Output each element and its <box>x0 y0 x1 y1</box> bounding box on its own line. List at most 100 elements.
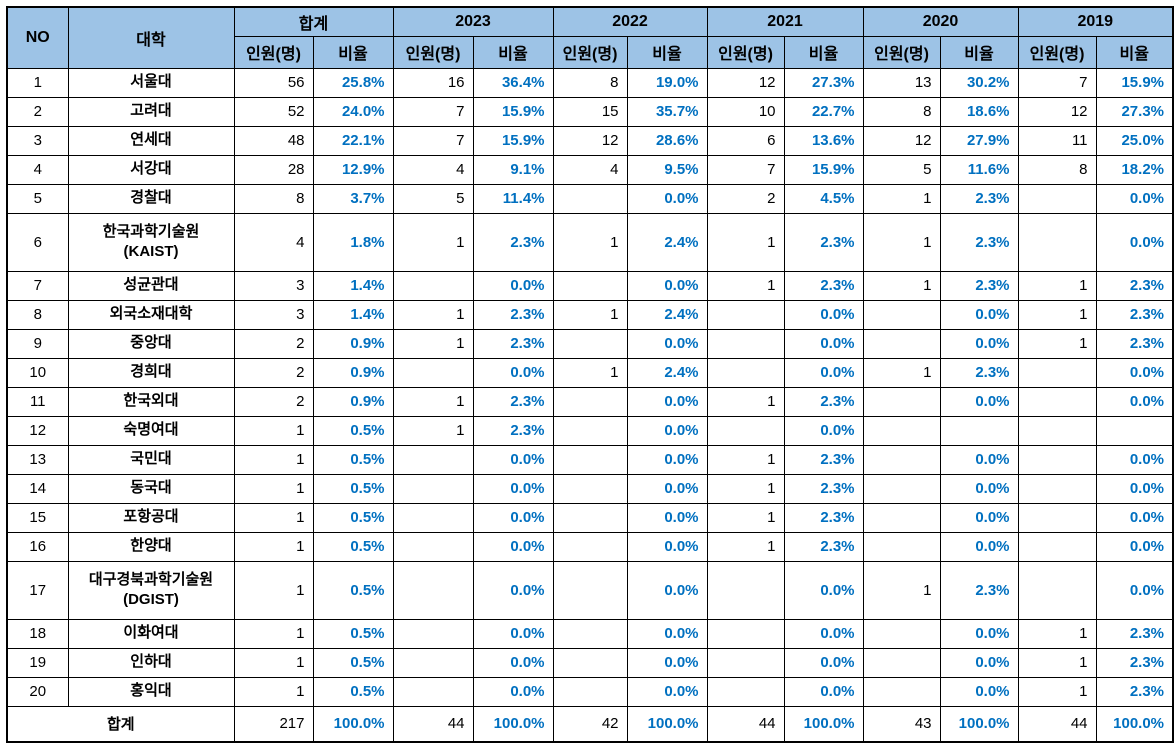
ratio-value: 0.0% <box>472 531 554 562</box>
count-value <box>706 560 785 620</box>
count-value: 1 <box>552 212 628 272</box>
university-name: 경찰대 <box>67 183 235 214</box>
count-value: 12 <box>552 125 628 156</box>
university-name: 성균관대 <box>67 270 235 301</box>
university-name: 서울대 <box>67 67 235 98</box>
count-value <box>706 299 785 330</box>
count-value: 2 <box>233 328 314 359</box>
header-sub-row: 인원(명) 비율 인원(명) 비율 인원(명) 비율 인원(명) 비율 인원(명… <box>7 35 1174 69</box>
count-value: 3 <box>233 299 314 330</box>
col-header-ratio: 비율 <box>626 35 708 69</box>
table-row: 14 동국대 1 0.5% 0.0% 0.0% 1 2.3% 0.0% 0.0% <box>6 473 1174 504</box>
table-row: 6 한국과학기술원 (KAIST) 4 1.8% 1 2.3% 1 2.4% 1 2.3% 1 2.3… <box>6 212 1174 272</box>
ratio-value: 0.0% <box>472 560 554 620</box>
ratio-value: 0.5% <box>312 647 394 678</box>
count-value: 5 <box>392 183 474 214</box>
table-row: 3 연세대 48 22.1% 7 15.9% 12 28.6% 6 13.6% 12 27.9% 11 2… <box>6 125 1174 156</box>
count-value: 1 <box>862 560 941 620</box>
ratio-value: 0.0% <box>626 328 708 359</box>
col-header-ratio: 비율 <box>312 35 394 69</box>
count-value <box>862 328 941 359</box>
row-number: 10 <box>6 357 69 388</box>
col-header-count: 인원(명) <box>392 35 474 69</box>
count-value <box>392 444 474 475</box>
col-header-count: 인원(명) <box>552 35 628 69</box>
ratio-value: 0.0% <box>939 328 1019 359</box>
ratio-value: 0.0% <box>472 647 554 678</box>
row-number: 1 <box>6 67 69 98</box>
count-value: 1 <box>233 676 314 707</box>
row-number: 5 <box>6 183 69 214</box>
ratio-value: 2.3% <box>1095 647 1174 678</box>
ratio-value: 2.4% <box>626 212 708 272</box>
ratio-value: 0.0% <box>626 473 708 504</box>
row-number: 18 <box>6 618 69 649</box>
count-value <box>392 357 474 388</box>
ratio-value: 2.3% <box>783 531 864 562</box>
table-row: 13 국민대 1 0.5% 0.0% 0.0% 1 2.3% 0.0% 0.0% <box>6 444 1174 475</box>
ratio-value: 0.0% <box>472 270 554 301</box>
ratio-value: 2.3% <box>1095 328 1174 359</box>
count-value: 1 <box>706 386 785 417</box>
count-value: 1 <box>862 212 941 272</box>
ratio-value: 35.7% <box>626 96 708 127</box>
ratio-value: 0.0% <box>626 647 708 678</box>
ratio-value: 0.0% <box>939 386 1019 417</box>
ratio-value: 0.0% <box>1095 212 1174 272</box>
ratio-value: 0.5% <box>312 618 394 649</box>
ratio-value: 15.9% <box>1095 67 1174 98</box>
ratio-value: 1.8% <box>312 212 394 272</box>
col-header-count: 인원(명) <box>1017 35 1097 69</box>
ratio-value: 0.0% <box>626 415 708 446</box>
ratio-value: 0.9% <box>312 386 394 417</box>
count-value <box>862 386 941 417</box>
ratio-value: 2.3% <box>1095 618 1174 649</box>
row-number: 17 <box>6 560 69 620</box>
university-name: 경희대 <box>67 357 235 388</box>
ratio-value: 0.0% <box>783 618 864 649</box>
col-header-count: 인원(명) <box>706 35 785 69</box>
count-value <box>552 270 628 301</box>
col-header-university: 대학 <box>67 6 235 69</box>
ratio-value: 4.5% <box>783 183 864 214</box>
table-row: 11 한국외대 2 0.9% 1 2.3% 0.0% 1 2.3% 0.0% 0.0% <box>6 386 1174 417</box>
table-row: 1 서울대 56 25.8% 16 36.4% 8 19.0% 12 27.3% 13 30.2% 7 1… <box>6 67 1174 98</box>
ratio-value: 27.9% <box>939 125 1019 156</box>
ratio-value: 0.0% <box>939 444 1019 475</box>
ratio-value: 0.0% <box>472 502 554 533</box>
ratio-value: 2.3% <box>472 386 554 417</box>
ratio-value: 2.3% <box>783 386 864 417</box>
count-value <box>392 618 474 649</box>
row-number: 7 <box>6 270 69 301</box>
count-value <box>862 299 941 330</box>
ratio-value: 0.0% <box>783 328 864 359</box>
total-ratio-value: 100.0% <box>939 705 1019 743</box>
total-count-value: 44 <box>1017 705 1097 743</box>
university-name: 한양대 <box>67 531 235 562</box>
count-value: 13 <box>862 67 941 98</box>
ratio-value: 0.0% <box>939 299 1019 330</box>
ratio-value: 11.6% <box>939 154 1019 185</box>
count-value: 16 <box>392 67 474 98</box>
count-value <box>1017 531 1097 562</box>
ratio-value: 0.0% <box>1095 531 1174 562</box>
table-row: 8 외국소재대학 3 1.4% 1 2.3% 1 2.4% 0.0% 0.0% 1 2.3% <box>6 299 1174 330</box>
col-group-total: 합계 <box>233 6 394 37</box>
row-number: 6 <box>6 212 69 272</box>
ratio-value: 22.1% <box>312 125 394 156</box>
count-value: 12 <box>862 125 941 156</box>
count-value <box>552 502 628 533</box>
col-header-ratio: 비율 <box>1095 35 1174 69</box>
ratio-value: 0.0% <box>1095 502 1174 533</box>
total-ratio-value: 100.0% <box>312 705 394 743</box>
count-value: 1 <box>706 473 785 504</box>
count-value: 1 <box>1017 647 1097 678</box>
ratio-value: 2.4% <box>626 299 708 330</box>
count-value <box>392 531 474 562</box>
row-number: 19 <box>6 647 69 678</box>
count-value: 1 <box>233 618 314 649</box>
ratio-value: 0.0% <box>626 531 708 562</box>
ratio-value: 2.3% <box>783 212 864 272</box>
ratio-value: 2.3% <box>783 444 864 475</box>
